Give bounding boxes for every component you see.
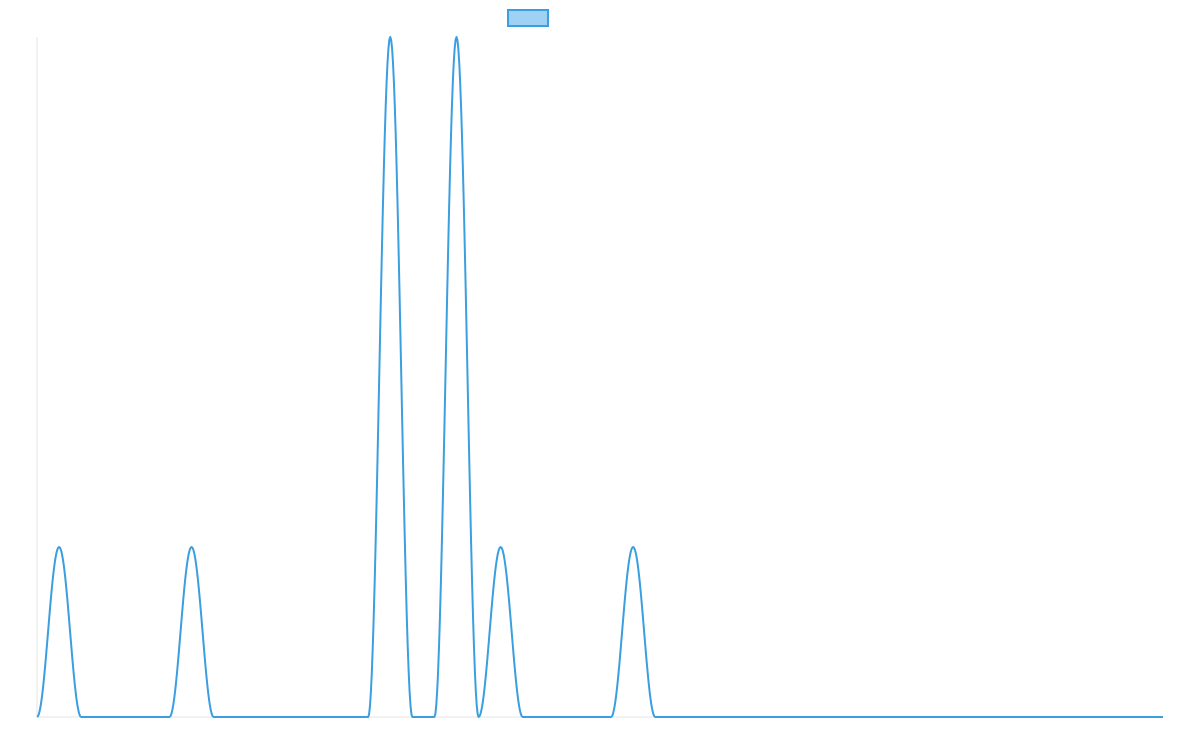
data-point[interactable]: [696, 714, 702, 720]
data-point[interactable]: [873, 714, 879, 720]
data-point[interactable]: [586, 714, 592, 720]
data-point[interactable]: [564, 714, 570, 720]
data-point[interactable]: [1116, 714, 1122, 720]
data-point[interactable]: [829, 714, 835, 720]
data-point[interactable]: [917, 714, 923, 720]
data-point[interactable]: [961, 714, 967, 720]
data-point[interactable]: [34, 714, 40, 720]
data-point[interactable]: [542, 714, 548, 720]
data-point[interactable]: [895, 714, 901, 720]
data-point[interactable]: [1005, 714, 1011, 720]
data-point[interactable]: [1072, 714, 1078, 720]
data-point[interactable]: [166, 714, 172, 720]
data-point[interactable]: [718, 714, 724, 720]
data-point[interactable]: [255, 714, 261, 720]
data-point[interactable]: [122, 714, 128, 720]
data-point[interactable]: [1050, 714, 1056, 720]
data-point[interactable]: [100, 714, 106, 720]
series-layer: [34, 34, 1166, 720]
data-point[interactable]: [365, 714, 371, 720]
data-point[interactable]: [1028, 714, 1034, 720]
data-point[interactable]: [453, 34, 459, 40]
data-point[interactable]: [431, 714, 437, 720]
data-point[interactable]: [56, 544, 62, 550]
data-point[interactable]: [652, 714, 658, 720]
data-point[interactable]: [785, 714, 791, 720]
data-point[interactable]: [233, 714, 239, 720]
data-point[interactable]: [321, 714, 327, 720]
data-point[interactable]: [144, 714, 150, 720]
data-point[interactable]: [741, 714, 747, 720]
series-line: [36, 36, 1164, 718]
data-point[interactable]: [630, 544, 636, 550]
data-point[interactable]: [983, 714, 989, 720]
legend[interactable]: [507, 9, 549, 27]
data-point[interactable]: [520, 714, 526, 720]
data-point[interactable]: [387, 34, 393, 40]
data-point[interactable]: [343, 714, 349, 720]
data-point[interactable]: [476, 714, 482, 720]
data-point[interactable]: [1138, 714, 1144, 720]
data-point[interactable]: [939, 714, 945, 720]
data-point[interactable]: [807, 714, 813, 720]
data-point[interactable]: [1160, 714, 1166, 720]
data-point[interactable]: [189, 544, 195, 550]
axes: [36, 37, 1163, 718]
data-point[interactable]: [277, 714, 283, 720]
data-point[interactable]: [763, 714, 769, 720]
data-point[interactable]: [299, 714, 305, 720]
legend-item[interactable]: [507, 9, 549, 27]
data-point[interactable]: [1094, 714, 1100, 720]
data-point[interactable]: [498, 544, 504, 550]
data-point[interactable]: [409, 714, 415, 720]
data-point[interactable]: [78, 714, 84, 720]
legend-swatch: [507, 9, 549, 27]
data-point[interactable]: [608, 714, 614, 720]
data-point[interactable]: [211, 714, 217, 720]
data-point[interactable]: [851, 714, 857, 720]
data-point[interactable]: [674, 714, 680, 720]
